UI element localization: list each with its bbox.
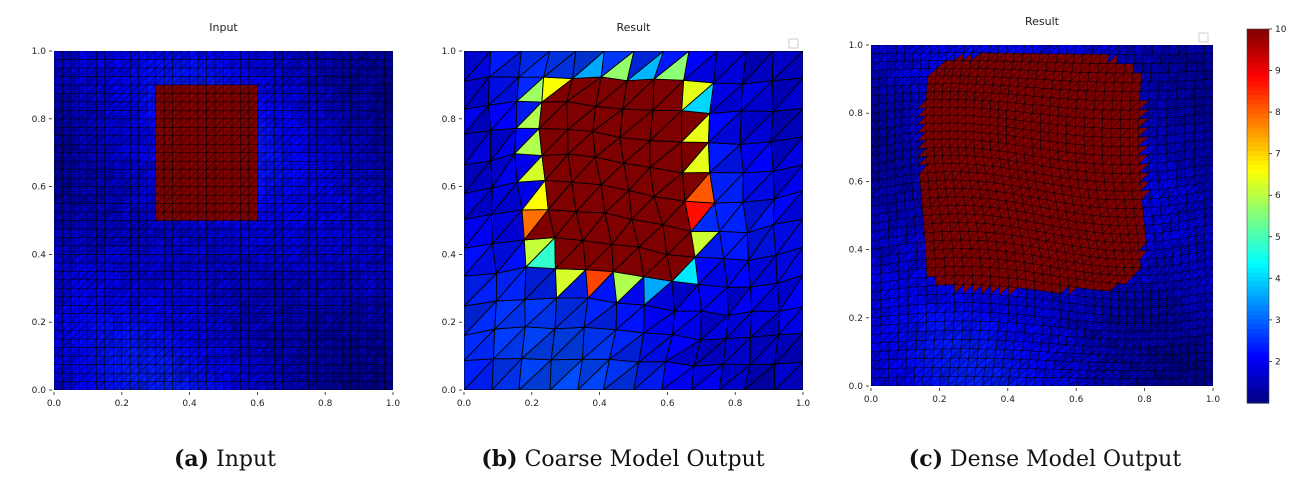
mesh-triangle: [206, 51, 216, 61]
x-tick-label: 0.6: [250, 399, 265, 409]
mesh-triangle: [172, 51, 182, 61]
x-tick-label: 0.2: [115, 399, 129, 409]
mesh-triangle: [257, 51, 267, 61]
y-tick-label: 0.2: [442, 318, 456, 328]
mesh-triangle: [324, 51, 335, 61]
mesh-triangle: [316, 51, 326, 61]
mesh-triangle: [713, 51, 748, 85]
mesh-triangle: [54, 51, 63, 60]
mesh-triangle: [518, 51, 551, 79]
mesh-triangle: [163, 51, 173, 61]
mesh-triangle: [367, 51, 377, 61]
mesh-triangle: [265, 51, 275, 61]
mesh-triangle: [350, 51, 360, 61]
y-tick-label: 0.4: [442, 250, 457, 260]
mesh-triangle: [189, 51, 199, 61]
mesh-triangle: [130, 51, 140, 61]
panel-coarse-result: Result 0.0 0.2 0.4 0.6 0.8 1.0 0.0 0.2 0.4 0.6 0.8…: [442, 21, 811, 409]
x-tick-label: 0.0: [47, 399, 62, 409]
x-tick-label: 0.8: [318, 399, 333, 409]
mesh-triangle: [282, 51, 292, 61]
mesh-triangle: [87, 51, 97, 61]
y-tick-label: 0.6: [442, 183, 457, 193]
mesh-triangle: [772, 51, 803, 82]
x-tick-label: 0.8: [728, 399, 743, 409]
mesh-triangle: [180, 51, 190, 61]
mesh-triangle: [464, 51, 492, 82]
x-tick-label: 1.0: [386, 399, 401, 409]
x-tick-label: 0.6: [660, 399, 675, 409]
mesh-triangle: [358, 51, 368, 61]
panel-b-legend: [788, 38, 799, 49]
y-tick-label: 0.6: [32, 183, 47, 193]
mesh-triangle: [626, 51, 665, 82]
mesh-triangle: [571, 51, 605, 80]
mesh-triangle: [70, 51, 80, 61]
mesh-triangle: [155, 51, 165, 61]
mesh-triangle: [653, 51, 690, 81]
y-tick-label: 0.8: [32, 115, 47, 125]
mesh-triangle: [79, 51, 89, 61]
panel-dense-result: Result 0.0 0.2 0.4 0.6 0.8 1.00.00.20.40.60.8…: [849, 15, 1221, 405]
mesh-triangle: [683, 51, 718, 82]
x-tick-label: 1.0: [796, 399, 811, 409]
mesh-triangle: [146, 51, 157, 61]
mesh-triangle: [248, 51, 258, 61]
y-tick-label: 0.0: [32, 386, 47, 396]
mesh-triangle: [600, 51, 635, 79]
mesh-triangle: [96, 51, 106, 61]
mesh-triangle: [62, 51, 72, 61]
mesh-triangle: [214, 51, 224, 61]
mesh-triangle: [121, 51, 131, 61]
panel-a-plot-area: [54, 51, 393, 390]
panel-a-title: Input: [209, 21, 238, 34]
x-tick-label: 0.4: [592, 399, 607, 409]
panel-c-plot-area: [871, 45, 1213, 386]
y-tick-label: 0.8: [442, 115, 457, 125]
mesh-triangle: [299, 51, 309, 61]
mesh-triangle: [333, 51, 343, 61]
mesh-triangle: [197, 51, 207, 61]
x-tick-label: 0.4: [182, 399, 197, 409]
mesh-triangle: [274, 51, 284, 61]
x-tick-label: 0.0: [457, 399, 472, 409]
mesh-triangle: [104, 51, 114, 61]
mesh-triangle: [308, 51, 318, 61]
mesh-triangle: [291, 51, 301, 61]
mesh-triangle: [879, 45, 889, 54]
y-tick-label: 1.0: [442, 47, 457, 57]
panel-a-axes: 0.0 0.2 0.4 0.6 0.8 1.0 0.0 0.2 0.4 0.6 0.8 1.0: [32, 47, 401, 409]
mesh-triangle: [741, 51, 774, 86]
y-tick-label: 0.2: [32, 318, 46, 328]
panel-b-plot-area: [464, 51, 803, 390]
x-tick-label: 0.2: [525, 399, 539, 409]
mesh-triangle: [341, 51, 351, 61]
panel-input: Input 0.0 0.2 0.4 0.6 0.8 1.0 0.0 0.2 0.4 0.6 0.8 1…: [32, 21, 401, 409]
mesh-triangle: [231, 51, 241, 61]
mesh-triangle: [240, 51, 250, 61]
panel-b-axes: 0.0 0.2 0.4 0.6 0.8 1.0 0.0 0.2 0.4 0.6 0.8 1.0: [442, 47, 811, 409]
mesh-triangle: [542, 51, 577, 79]
y-tick-label: 0.4: [32, 250, 47, 260]
panel-c-title: Result: [1025, 15, 1060, 28]
panel-b-title: Result: [617, 21, 652, 34]
mesh-triangle: [375, 51, 385, 61]
mesh-triangle: [384, 51, 393, 61]
y-tick-label: 1.0: [32, 47, 47, 57]
mesh-triangle: [488, 51, 523, 78]
mesh-triangle: [113, 51, 123, 61]
mesh-triangle: [138, 51, 148, 61]
y-tick-label: 0.0: [442, 386, 457, 396]
mesh-triangle: [223, 51, 233, 61]
mesh-triangle: [871, 45, 880, 54]
